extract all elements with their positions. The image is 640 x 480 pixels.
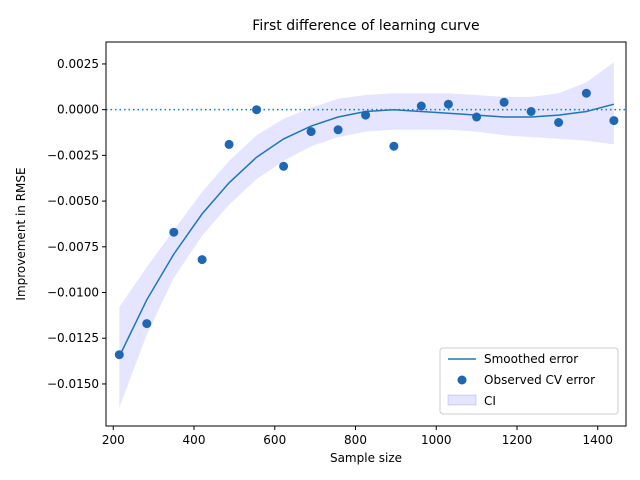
observed-point xyxy=(443,99,453,109)
observed-point xyxy=(279,161,289,171)
plot-content xyxy=(106,62,626,408)
legend-ci-label: CI xyxy=(484,394,496,408)
legend-ci-swatch xyxy=(447,394,477,406)
y-tick-label: −0.0050 xyxy=(47,194,99,208)
y-tick-label: −0.0075 xyxy=(47,240,99,254)
y-tick-label: −0.0125 xyxy=(47,331,99,345)
x-tick-label: 800 xyxy=(344,433,367,447)
observed-point xyxy=(554,118,564,127)
observed-point xyxy=(526,107,536,116)
observed-point xyxy=(389,141,399,151)
legend-observed-swatch xyxy=(457,375,467,385)
chart-title: First difference of learning curve xyxy=(252,18,479,34)
y-axis: 0.0025 0.0000 −0.0025 −0.0050 −0.0075 −0.0100… xyxy=(47,57,106,391)
ci-band xyxy=(119,62,614,408)
legend-smoothed-label: Smoothed error xyxy=(484,352,578,366)
observed-point xyxy=(114,350,124,360)
y-axis-label: Improvement in RMSE xyxy=(14,167,28,300)
observed-point xyxy=(142,319,152,329)
x-tick-label: 1200 xyxy=(502,433,533,447)
observed-point xyxy=(581,88,591,98)
x-tick-label: 200 xyxy=(102,433,125,447)
x-tick-label: 600 xyxy=(263,433,286,447)
observed-point xyxy=(333,125,343,135)
observed-points xyxy=(114,88,619,360)
observed-point xyxy=(416,101,426,111)
y-tick-label: −0.0150 xyxy=(47,377,99,391)
observed-point xyxy=(499,97,509,107)
x-tick-label: 400 xyxy=(183,433,206,447)
y-tick-label: 0.0025 xyxy=(57,57,99,71)
x-tick-label: 1000 xyxy=(421,433,452,447)
x-axis: 200 400 600 800 1000 1200 1400 xyxy=(102,426,613,447)
x-tick-label: 1400 xyxy=(582,433,613,447)
x-axis-label: Sample size xyxy=(330,451,402,465)
observed-point xyxy=(197,255,207,265)
y-tick-label: −0.0025 xyxy=(47,148,99,162)
legend-box xyxy=(439,347,619,415)
observed-point xyxy=(169,227,179,237)
observed-point xyxy=(609,116,619,126)
observed-point xyxy=(224,139,234,149)
observed-point xyxy=(472,112,482,122)
plot-frame xyxy=(105,41,627,427)
legend: Smoothed error Observed CV error CI xyxy=(439,347,619,415)
y-tick-label: 0.0000 xyxy=(57,103,99,117)
observed-point xyxy=(361,110,371,120)
legend-observed-label: Observed CV error xyxy=(484,373,595,387)
y-tick-label: −0.0100 xyxy=(47,286,99,300)
observed-point xyxy=(306,127,316,137)
observed-point xyxy=(252,105,262,115)
